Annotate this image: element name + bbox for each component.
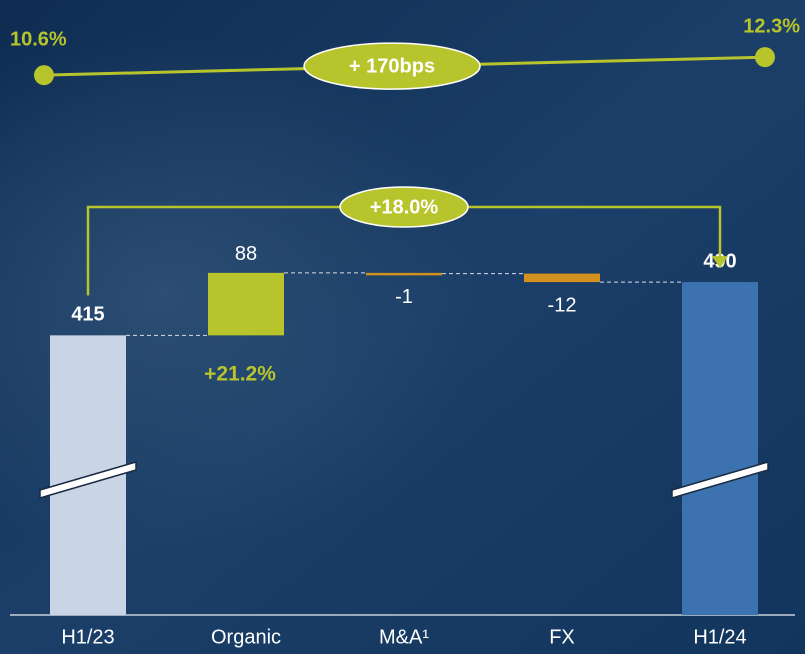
margin-point <box>34 65 54 86</box>
margin-label: 12.3% <box>743 15 800 37</box>
margin-label: 10.6% <box>10 28 67 50</box>
bar <box>524 273 600 283</box>
margin-change-label: + 170bps <box>349 55 435 77</box>
bar <box>682 282 758 615</box>
bar <box>208 272 284 336</box>
axis-break <box>671 461 769 499</box>
x-tick-label: FX <box>549 626 575 648</box>
x-tick-label: M&A¹ <box>379 626 429 648</box>
x-tick-label: H1/24 <box>693 626 746 648</box>
margin-badge <box>303 42 481 90</box>
value-label: 415 <box>71 304 104 326</box>
value-label: 88 <box>235 243 257 265</box>
bridge-arrow <box>712 256 728 269</box>
value-label: -1 <box>395 286 413 308</box>
axis-break <box>39 461 137 499</box>
value-label: -12 <box>548 294 577 316</box>
bridge-label: +18.0% <box>370 196 439 218</box>
bridge-badge <box>339 186 469 228</box>
x-tick-label: Organic <box>211 626 281 648</box>
margin-point <box>755 47 775 68</box>
bar <box>366 272 442 276</box>
x-tick-label: H1/23 <box>61 626 114 648</box>
growth-label: +21.2% <box>204 363 276 386</box>
